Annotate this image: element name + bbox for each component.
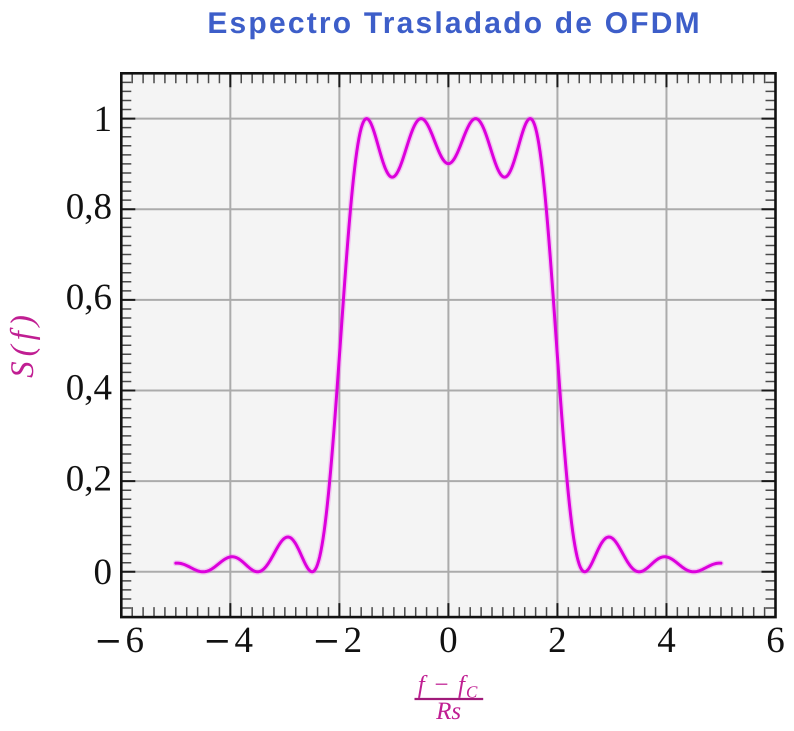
svg-text:0,6: 0,6: [66, 277, 112, 318]
svg-text:Rs: Rs: [435, 698, 461, 725]
svg-text:0: 0: [439, 620, 458, 661]
svg-text:4: 4: [235, 620, 254, 661]
svg-text:2: 2: [548, 620, 567, 661]
svg-text:Espectro Trasladado de OFDM: Espectro Trasladado de OFDM: [207, 7, 702, 40]
svg-text:6: 6: [766, 620, 785, 661]
svg-text:0,8: 0,8: [66, 186, 112, 227]
svg-text:0: 0: [94, 552, 113, 593]
svg-text:S(f): S(f): [5, 310, 41, 378]
svg-text:2: 2: [344, 620, 363, 661]
svg-text:0,4: 0,4: [66, 368, 112, 409]
svg-text:0,2: 0,2: [66, 458, 112, 499]
svg-text:4: 4: [657, 620, 676, 661]
svg-text:6: 6: [126, 620, 145, 661]
svg-text:1: 1: [94, 99, 113, 140]
